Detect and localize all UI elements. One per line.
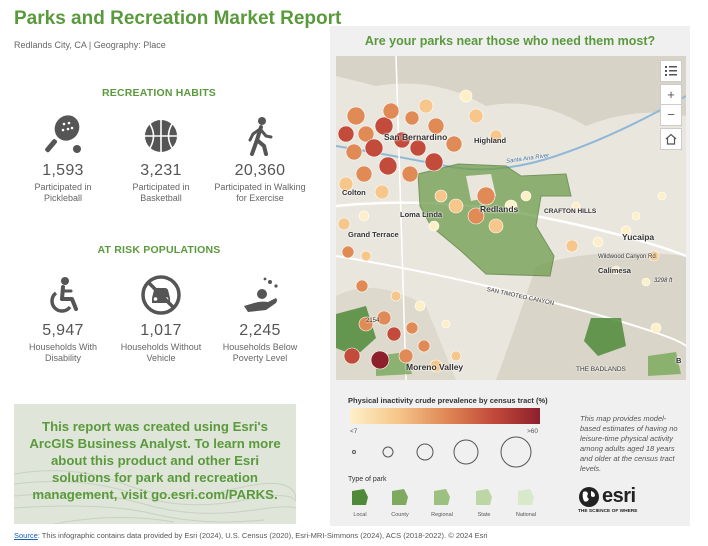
park-swatch [476, 489, 492, 505]
map-label-moreno-valley: Moreno Valley [406, 362, 464, 372]
map-title: Are your parks near those who need them … [364, 34, 656, 48]
park-swatch [434, 489, 450, 505]
legend-list-icon [665, 66, 677, 76]
legend-max-label: >60 [527, 428, 539, 435]
stat-disability: 5,947 Households With Disability [15, 272, 111, 364]
disability-label: Households With Disability [28, 342, 98, 363]
recreation-habits-heading: RECREATION HABITS [101, 87, 217, 99]
promo-text: This report was created using Esri's Arc… [29, 419, 281, 502]
park-swatch [392, 489, 408, 505]
home-icon [665, 133, 677, 145]
source-link[interactable]: Source [14, 531, 38, 540]
map-label-road-2154: 2154 [366, 318, 380, 324]
park-type-county: County [380, 489, 420, 518]
esri-logo: esri THE SCIENCE OF WHERE [578, 485, 678, 514]
map-label-colton: Colton [342, 188, 366, 197]
park-type-label: Local [353, 512, 367, 518]
report-subtitle: Redlands City, CA | Geography: Place [14, 40, 166, 50]
map-label-redlands: Redlands [480, 204, 519, 214]
stat-pickleball: 1,593 Participated in Pickleball [15, 112, 111, 204]
map-label-crafton-hills: CRAFTON HILLS [544, 208, 597, 215]
esri-tagline: THE SCIENCE OF WHERE [578, 509, 638, 514]
hand-coins-icon [212, 272, 308, 316]
size-circle [352, 450, 356, 454]
footer-text: : This infographic contains data provide… [37, 531, 488, 540]
zoom-in-button[interactable]: + [660, 84, 682, 106]
walking-value: 20,360 [234, 162, 286, 179]
size-circle [382, 446, 394, 458]
pickleball-value: 1,593 [42, 162, 84, 179]
map-canvas[interactable] [336, 56, 686, 380]
report-title: Parks and Recreation Market Report [14, 8, 342, 29]
esri-wordmark: esri [602, 485, 636, 507]
home-button[interactable] [660, 128, 682, 150]
stat-no-vehicle: 1,017 Households Without Vehicle [113, 272, 209, 364]
basketball-icon [113, 112, 209, 156]
park-type-label: National [515, 512, 537, 518]
stat-poverty: 2,245 Households Below Poverty Level [212, 272, 308, 364]
basketball-value: 3,231 [140, 162, 182, 179]
legend-toggle-button[interactable] [660, 60, 682, 82]
map-label-wildwood: Wildwood Canyon Rd [598, 254, 656, 260]
size-circle [416, 443, 434, 461]
map-label-loma-linda: Loma Linda [400, 210, 443, 219]
stat-walking: 20,360 Participated in Walking for Exerc… [212, 112, 308, 204]
walking-icon [212, 112, 308, 156]
park-type-local: Local [340, 489, 380, 518]
park-type-label: Regional [431, 512, 453, 518]
legend-size-circles [352, 436, 532, 468]
disability-value: 5,947 [42, 322, 84, 339]
map-label-elevation: 3298 ft [654, 278, 673, 284]
park-type-label: State [477, 512, 491, 518]
park-type-national: National [506, 489, 546, 518]
map-label-edge-b: B [676, 356, 682, 365]
globe-icon [579, 486, 599, 507]
legend-gradient-bar [350, 408, 540, 424]
stat-basketball: 3,231 Participated in Basketball [113, 112, 209, 204]
park-type-regional: Regional [422, 489, 462, 518]
no-vehicle-label: Households Without Vehicle [120, 342, 202, 363]
no-vehicle-value: 1,017 [140, 322, 182, 339]
basketball-label: Participated in Basketball [132, 182, 190, 203]
park-swatch [518, 489, 534, 505]
topo-lines-decoration [14, 470, 296, 524]
at-risk-heading: AT RISK POPULATIONS [97, 244, 221, 256]
pickleball-label: Participated in Pickleball [34, 182, 92, 203]
legend-min-label: <7 [350, 428, 358, 435]
park-swatch [352, 489, 368, 505]
size-circle [500, 436, 532, 468]
promo-box: This report was created using Esri's Arc… [14, 404, 296, 524]
wheelchair-icon [15, 272, 111, 316]
walking-label: Participated in Walking for Exercise [214, 182, 306, 203]
map-label-san-bernardino: San Bernardino [384, 132, 448, 142]
map-label-highland: Highland [474, 136, 507, 145]
no-car-icon [113, 272, 209, 316]
map-view[interactable]: San Bernardino Highland Colton Loma Lind… [336, 56, 686, 380]
poverty-label: Households Below Poverty Level [222, 342, 298, 363]
legend-title: Physical inactivity crude prevalence by … [348, 396, 548, 405]
map-note: This map provides model-based estimates … [580, 414, 678, 473]
park-type-label: County [391, 512, 409, 518]
map-label-calimesa: Calimesa [598, 266, 631, 275]
pickleball-icon [15, 112, 111, 156]
map-label-grand-terrace: Grand Terrace [348, 230, 399, 239]
map-label-yucaipa: Yucaipa [622, 232, 655, 242]
map-label-badlands: THE BADLANDS [576, 366, 626, 373]
zoom-out-button[interactable]: − [660, 104, 682, 126]
footer: Source: This infographic contains data p… [14, 531, 488, 540]
size-circle [453, 439, 479, 465]
park-type-title: Type of park [348, 476, 387, 483]
poverty-value: 2,245 [239, 322, 281, 339]
park-type-state: State [464, 489, 504, 518]
